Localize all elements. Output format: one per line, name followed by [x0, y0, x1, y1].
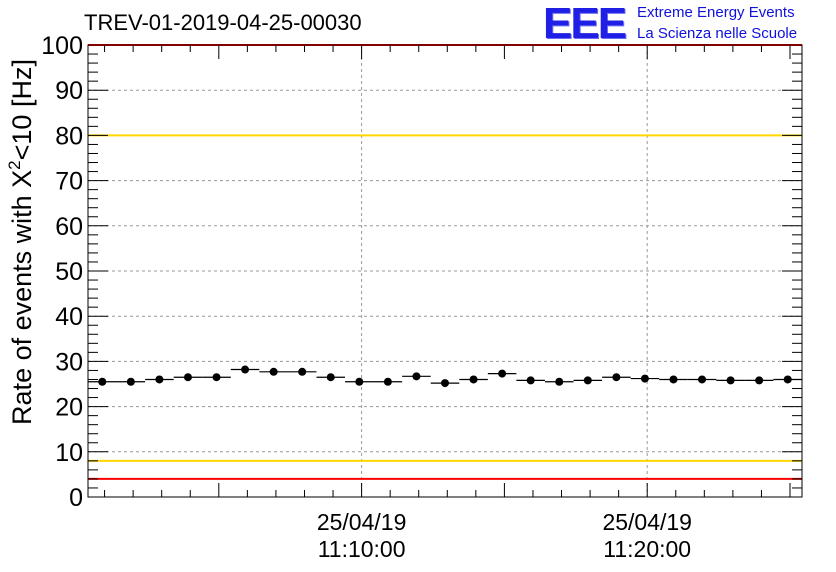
y-axis-label: Rate of events with X2<10 [Hz] — [5, 59, 37, 425]
data-point — [183, 373, 192, 382]
data-point — [412, 372, 421, 381]
x-tick-label-time: 11:10:00 — [318, 536, 406, 562]
data-point — [726, 376, 735, 385]
x-tick-label-time: 11:20:00 — [603, 536, 691, 562]
data-point — [583, 376, 592, 385]
y-tick-label: 90 — [55, 77, 83, 105]
axis-ticks — [88, 44, 802, 498]
data-point — [640, 374, 649, 383]
data-point — [155, 375, 164, 384]
data-point — [98, 377, 107, 386]
y-tick-label: 30 — [55, 348, 83, 376]
grid-lines — [88, 45, 802, 497]
y-tick-label: 60 — [55, 213, 83, 241]
eee-logo: EEE Extreme Energy Events La Scienza nel… — [543, 2, 833, 46]
data-point — [326, 373, 335, 382]
data-point — [441, 379, 449, 388]
data-point — [669, 375, 678, 384]
data-point — [612, 373, 621, 382]
logo-mark: EEE — [543, 0, 627, 48]
logo-subtitle-1: Extreme Energy Events — [637, 4, 795, 21]
data-point — [383, 377, 392, 386]
y-tick-label: 40 — [55, 303, 83, 331]
data-point — [126, 377, 135, 386]
y-tick-label: 20 — [55, 394, 83, 422]
data-point — [783, 375, 792, 384]
y-tick-label: 0 — [69, 484, 83, 512]
y-tick-label: 10 — [55, 439, 83, 467]
data-point — [755, 376, 764, 385]
x-tick-label-date: 25/04/19 — [602, 509, 692, 535]
data-point — [498, 369, 507, 378]
threshold-lines — [88, 44, 802, 480]
y-tick-label: 50 — [55, 258, 83, 286]
y-tick-label: 80 — [55, 122, 83, 150]
y-tick-label: 100 — [41, 32, 83, 60]
y-tick-labels: 0 10 20 30 40 50 60 70 80 90 100 — [41, 32, 83, 512]
x-tick-label-date: 25/04/19 — [317, 509, 407, 535]
data-point — [526, 376, 535, 385]
data-point — [555, 377, 564, 386]
data-point — [469, 375, 478, 384]
data-point — [212, 373, 221, 382]
data-point — [241, 365, 250, 374]
data-point — [298, 367, 307, 376]
chart-title: TREV-01-2019-04-25-00030 — [84, 10, 362, 35]
data-point — [269, 367, 278, 376]
logo-subtitle-2: La Scienza nelle Scuole — [637, 25, 798, 42]
y-tick-label: 70 — [55, 168, 83, 196]
data-points — [88, 365, 802, 388]
data-point — [355, 377, 364, 386]
data-point — [698, 375, 707, 384]
